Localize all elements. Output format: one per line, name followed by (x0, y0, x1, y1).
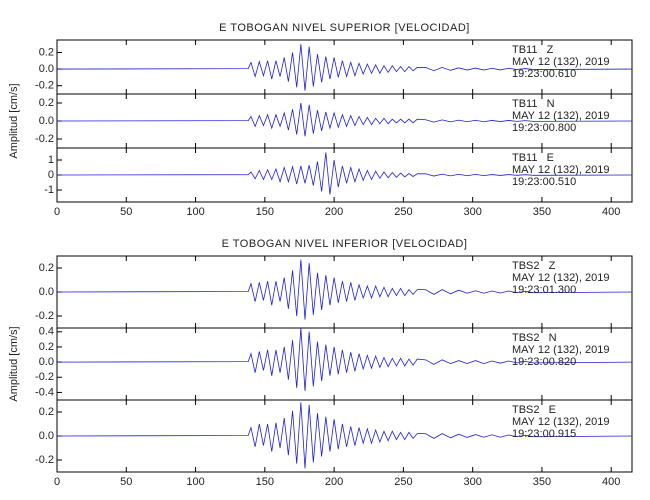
date-label: MAY 12 (132), 2019 (512, 164, 609, 176)
x-tick-label: 400 (602, 206, 620, 218)
chart-title: E TOBOGAN NIVEL SUPERIOR [VELOCIDAD] (219, 22, 470, 34)
y-tick-label: 0.0 (39, 115, 54, 127)
y-tick-label: 0 (48, 169, 54, 181)
y-tick-label: 0.0 (39, 63, 54, 75)
y-tick-label: -0.2 (35, 310, 54, 322)
date-label: MAY 12 (132), 2019 (512, 110, 609, 122)
time-label: 19:23:01.300 (512, 284, 576, 296)
x-tick-label: 0 (54, 476, 60, 488)
trace (56, 402, 633, 469)
y-tick-label: 0.2 (39, 341, 54, 353)
x-tick-label: 350 (533, 206, 551, 218)
y-tick-label: 0.0 (39, 356, 54, 368)
date-label: MAY 12 (132), 2019 (512, 56, 609, 68)
y-tick-label: -0.4 (35, 386, 54, 398)
x-tick-label: 100 (186, 476, 204, 488)
y-tick-label: 0.0 (39, 430, 54, 442)
y-tick-label: -0.2 (35, 371, 54, 383)
x-tick-label: 0 (54, 206, 60, 218)
x-tick-label: 200 (325, 206, 343, 218)
y-tick-label: 0.2 (39, 406, 54, 418)
station-label: TB11 E (512, 152, 554, 164)
x-tick-label: 250 (394, 476, 412, 488)
y-tick-label: 0.2 (39, 97, 54, 109)
trace (56, 152, 633, 195)
station-label: TBS2 E (512, 404, 556, 416)
trace (56, 102, 633, 137)
y-tick-label: 1 (48, 154, 54, 166)
y-tick-label: -0.2 (35, 454, 54, 466)
station-label: TBS2 N (512, 332, 557, 344)
x-tick-label: 100 (186, 206, 204, 218)
time-label: 19:23:00.820 (512, 356, 576, 368)
time-label: 19:23:00.800 (512, 122, 576, 134)
x-tick-label: 250 (394, 206, 412, 218)
y-tick-label: -0.2 (35, 80, 54, 92)
trace (56, 259, 633, 320)
x-tick-label: 300 (463, 476, 481, 488)
x-tick-label: 350 (533, 476, 551, 488)
trace (56, 44, 633, 91)
trace (56, 327, 633, 391)
x-tick-label: 200 (325, 476, 343, 488)
y-tick-label: -0.2 (35, 133, 54, 145)
station-label: TBS2 Z (512, 260, 556, 272)
time-label: 19:23:00.915 (512, 428, 576, 440)
date-label: MAY 12 (132), 2019 (512, 272, 609, 284)
y-tick-label: 0.2 (39, 262, 54, 274)
y-axis-label: Amplitud [cm/s] (8, 326, 20, 401)
station-label: TB11 N (512, 98, 555, 110)
date-label: MAY 12 (132), 2019 (512, 344, 609, 356)
station-label: TB11 Z (512, 44, 554, 56)
x-tick-label: 150 (256, 206, 274, 218)
y-tick-label: 0.4 (39, 326, 54, 338)
time-label: 19:23:00.610 (512, 68, 576, 80)
y-tick-label: 0.2 (39, 46, 54, 58)
y-tick-label: 0.0 (39, 286, 54, 298)
x-tick-label: 50 (120, 206, 132, 218)
chart-title: E TOBOGAN NIVEL INFERIOR [VELOCIDAD] (222, 238, 468, 250)
y-tick-label: -1 (44, 184, 54, 196)
y-axis-label: Amplitud [cm/s] (8, 83, 20, 158)
date-label: MAY 12 (132), 2019 (512, 416, 609, 428)
x-tick-label: 300 (463, 206, 481, 218)
x-tick-label: 400 (602, 476, 620, 488)
x-tick-label: 150 (256, 476, 274, 488)
time-label: 19:23:00.510 (512, 176, 576, 188)
x-tick-label: 50 (120, 476, 132, 488)
